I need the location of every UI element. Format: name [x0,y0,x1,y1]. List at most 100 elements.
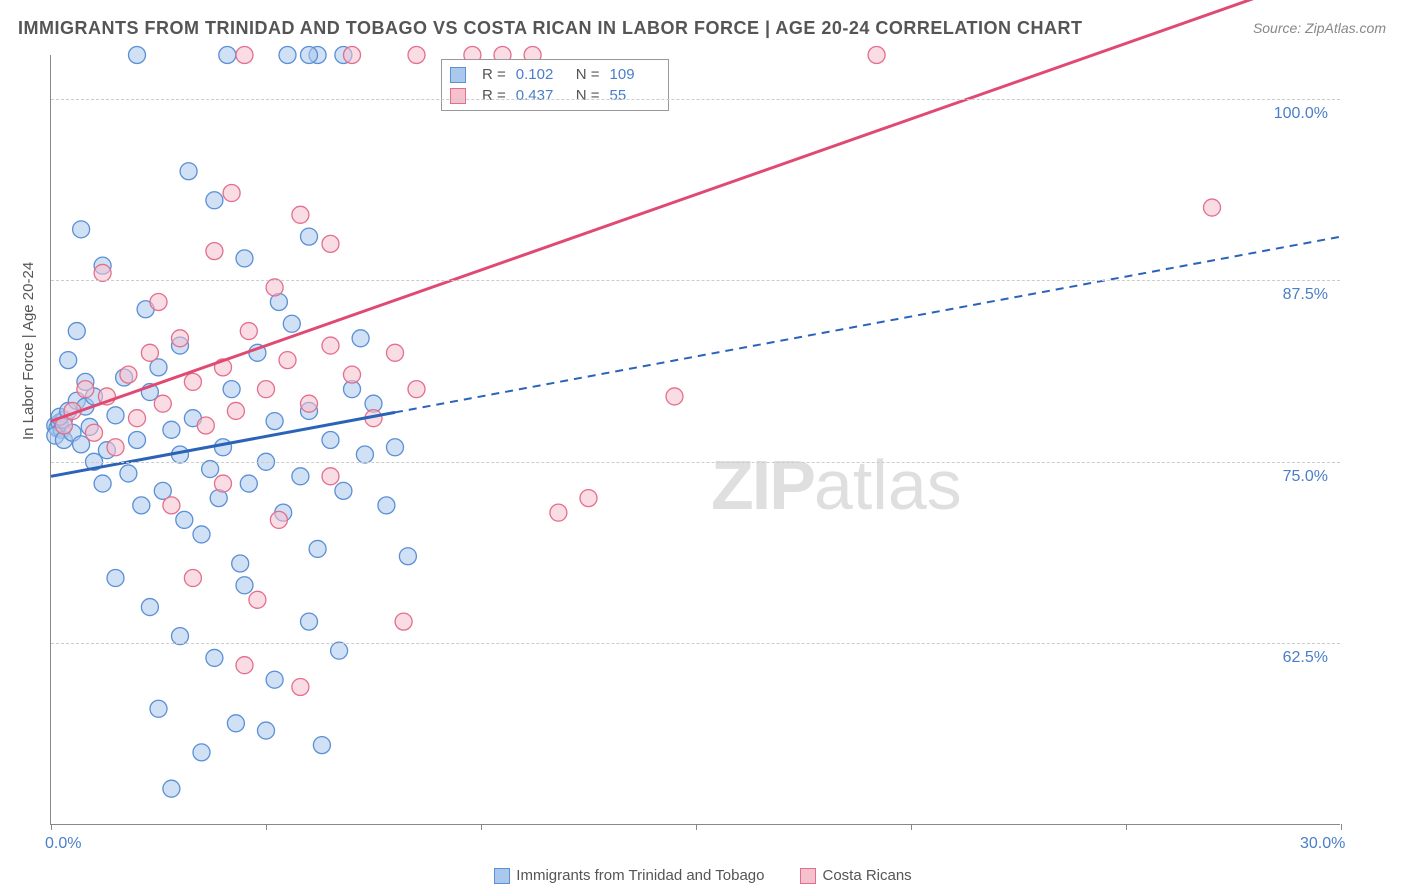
data-point [266,279,283,296]
legend-n-value: 55 [610,87,660,104]
data-point [550,504,567,521]
data-point [133,497,150,514]
data-point [322,235,339,252]
data-point [236,250,253,267]
x-tick [1126,824,1127,830]
data-point [408,381,425,398]
gridline [51,462,1340,463]
data-point [270,511,287,528]
legend-r-label: R = [482,66,506,83]
data-point [279,352,296,369]
data-point [107,439,124,456]
data-point [378,497,395,514]
legend-series-label: Immigrants from Trinidad and Tobago [516,867,764,884]
data-point [387,439,404,456]
legend-swatch [450,67,466,83]
data-point [184,570,201,587]
data-point [107,570,124,587]
legend-correlation-row: R = 0.102 N = 109 [450,64,660,85]
data-point [266,413,283,430]
data-point [141,344,158,361]
correlation-legend: R =0.102N =109R =0.437N =55 [441,59,669,111]
data-point [163,421,180,438]
series-legend: Immigrants from Trinidad and Tobago Costa… [0,867,1406,884]
data-point [129,432,146,449]
data-point [322,432,339,449]
y-tick-label: 75.0% [1283,468,1328,486]
source-attribution: Source: ZipAtlas.com [1253,20,1386,36]
legend-swatch [494,868,510,884]
legend-r-label: R = [482,87,506,104]
x-tick [911,824,912,830]
legend-n-label: N = [576,66,600,83]
data-point [580,490,597,507]
data-point [206,649,223,666]
data-point [227,715,244,732]
data-point [666,388,683,405]
data-point [309,540,326,557]
x-axis-end-label: 30.0% [1300,835,1345,853]
legend-series-item: Immigrants from Trinidad and Tobago [494,867,764,884]
data-point [94,475,111,492]
data-point [227,402,244,419]
legend-series-item: Costa Ricans [800,867,911,884]
data-point [86,424,103,441]
data-point [258,381,275,398]
data-point [344,366,361,383]
legend-n-value: 109 [610,66,660,83]
y-tick-label: 100.0% [1274,105,1328,123]
data-point [240,475,257,492]
y-tick-label: 87.5% [1283,286,1328,304]
legend-r-value: 0.437 [516,87,566,104]
data-point [193,744,210,761]
data-point [94,264,111,281]
legend-series-label: Costa Ricans [822,867,911,884]
plot-area: ZIPatlas R =0.102N =109R =0.437N =55 62.… [50,55,1340,825]
legend-swatch [800,868,816,884]
data-point [344,47,361,64]
data-point [249,591,266,608]
gridline [51,643,1340,644]
gridline [51,99,1340,100]
data-point [172,330,189,347]
legend-r-value: 0.102 [516,66,566,83]
legend-swatch [450,88,466,104]
data-point [215,439,232,456]
data-point [240,323,257,340]
data-point [399,548,416,565]
x-tick [696,824,697,830]
y-axis-label: In Labor Force | Age 20-24 [20,262,37,440]
data-point [68,323,85,340]
data-point [236,657,253,674]
data-point [202,461,219,478]
data-point [184,373,201,390]
data-point [1204,199,1221,216]
data-point [236,577,253,594]
data-point [279,47,296,64]
gridline [51,280,1340,281]
data-point [408,47,425,64]
data-point [266,671,283,688]
data-point [172,628,189,645]
data-point [206,192,223,209]
data-point [258,722,275,739]
x-axis-start-label: 0.0% [45,835,81,853]
legend-correlation-row: R =0.437N =55 [450,85,660,106]
chart-title: IMMIGRANTS FROM TRINIDAD AND TOBAGO VS C… [18,18,1083,39]
data-point [73,221,90,238]
data-point [301,613,318,630]
data-point [223,381,240,398]
data-point [129,410,146,427]
data-point [60,352,77,369]
data-point [215,475,232,492]
data-point [176,511,193,528]
y-tick-label: 62.5% [1283,649,1328,667]
data-point [301,47,318,64]
data-point [180,163,197,180]
data-point [197,417,214,434]
data-point [301,228,318,245]
data-point [223,185,240,202]
data-point [193,526,210,543]
data-point [322,337,339,354]
x-tick [481,824,482,830]
